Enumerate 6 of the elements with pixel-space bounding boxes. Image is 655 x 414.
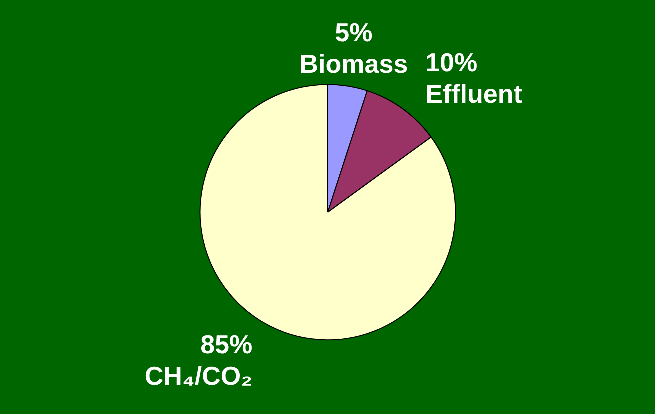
slice-label: Effluent <box>426 78 523 109</box>
slice-label: CH₄/CO₂ <box>144 361 253 392</box>
data-label: 85% <box>200 330 253 360</box>
data-label: 5% <box>335 18 373 48</box>
data-label: 10% <box>426 47 478 78</box>
slice-label: Biomass <box>300 49 408 80</box>
